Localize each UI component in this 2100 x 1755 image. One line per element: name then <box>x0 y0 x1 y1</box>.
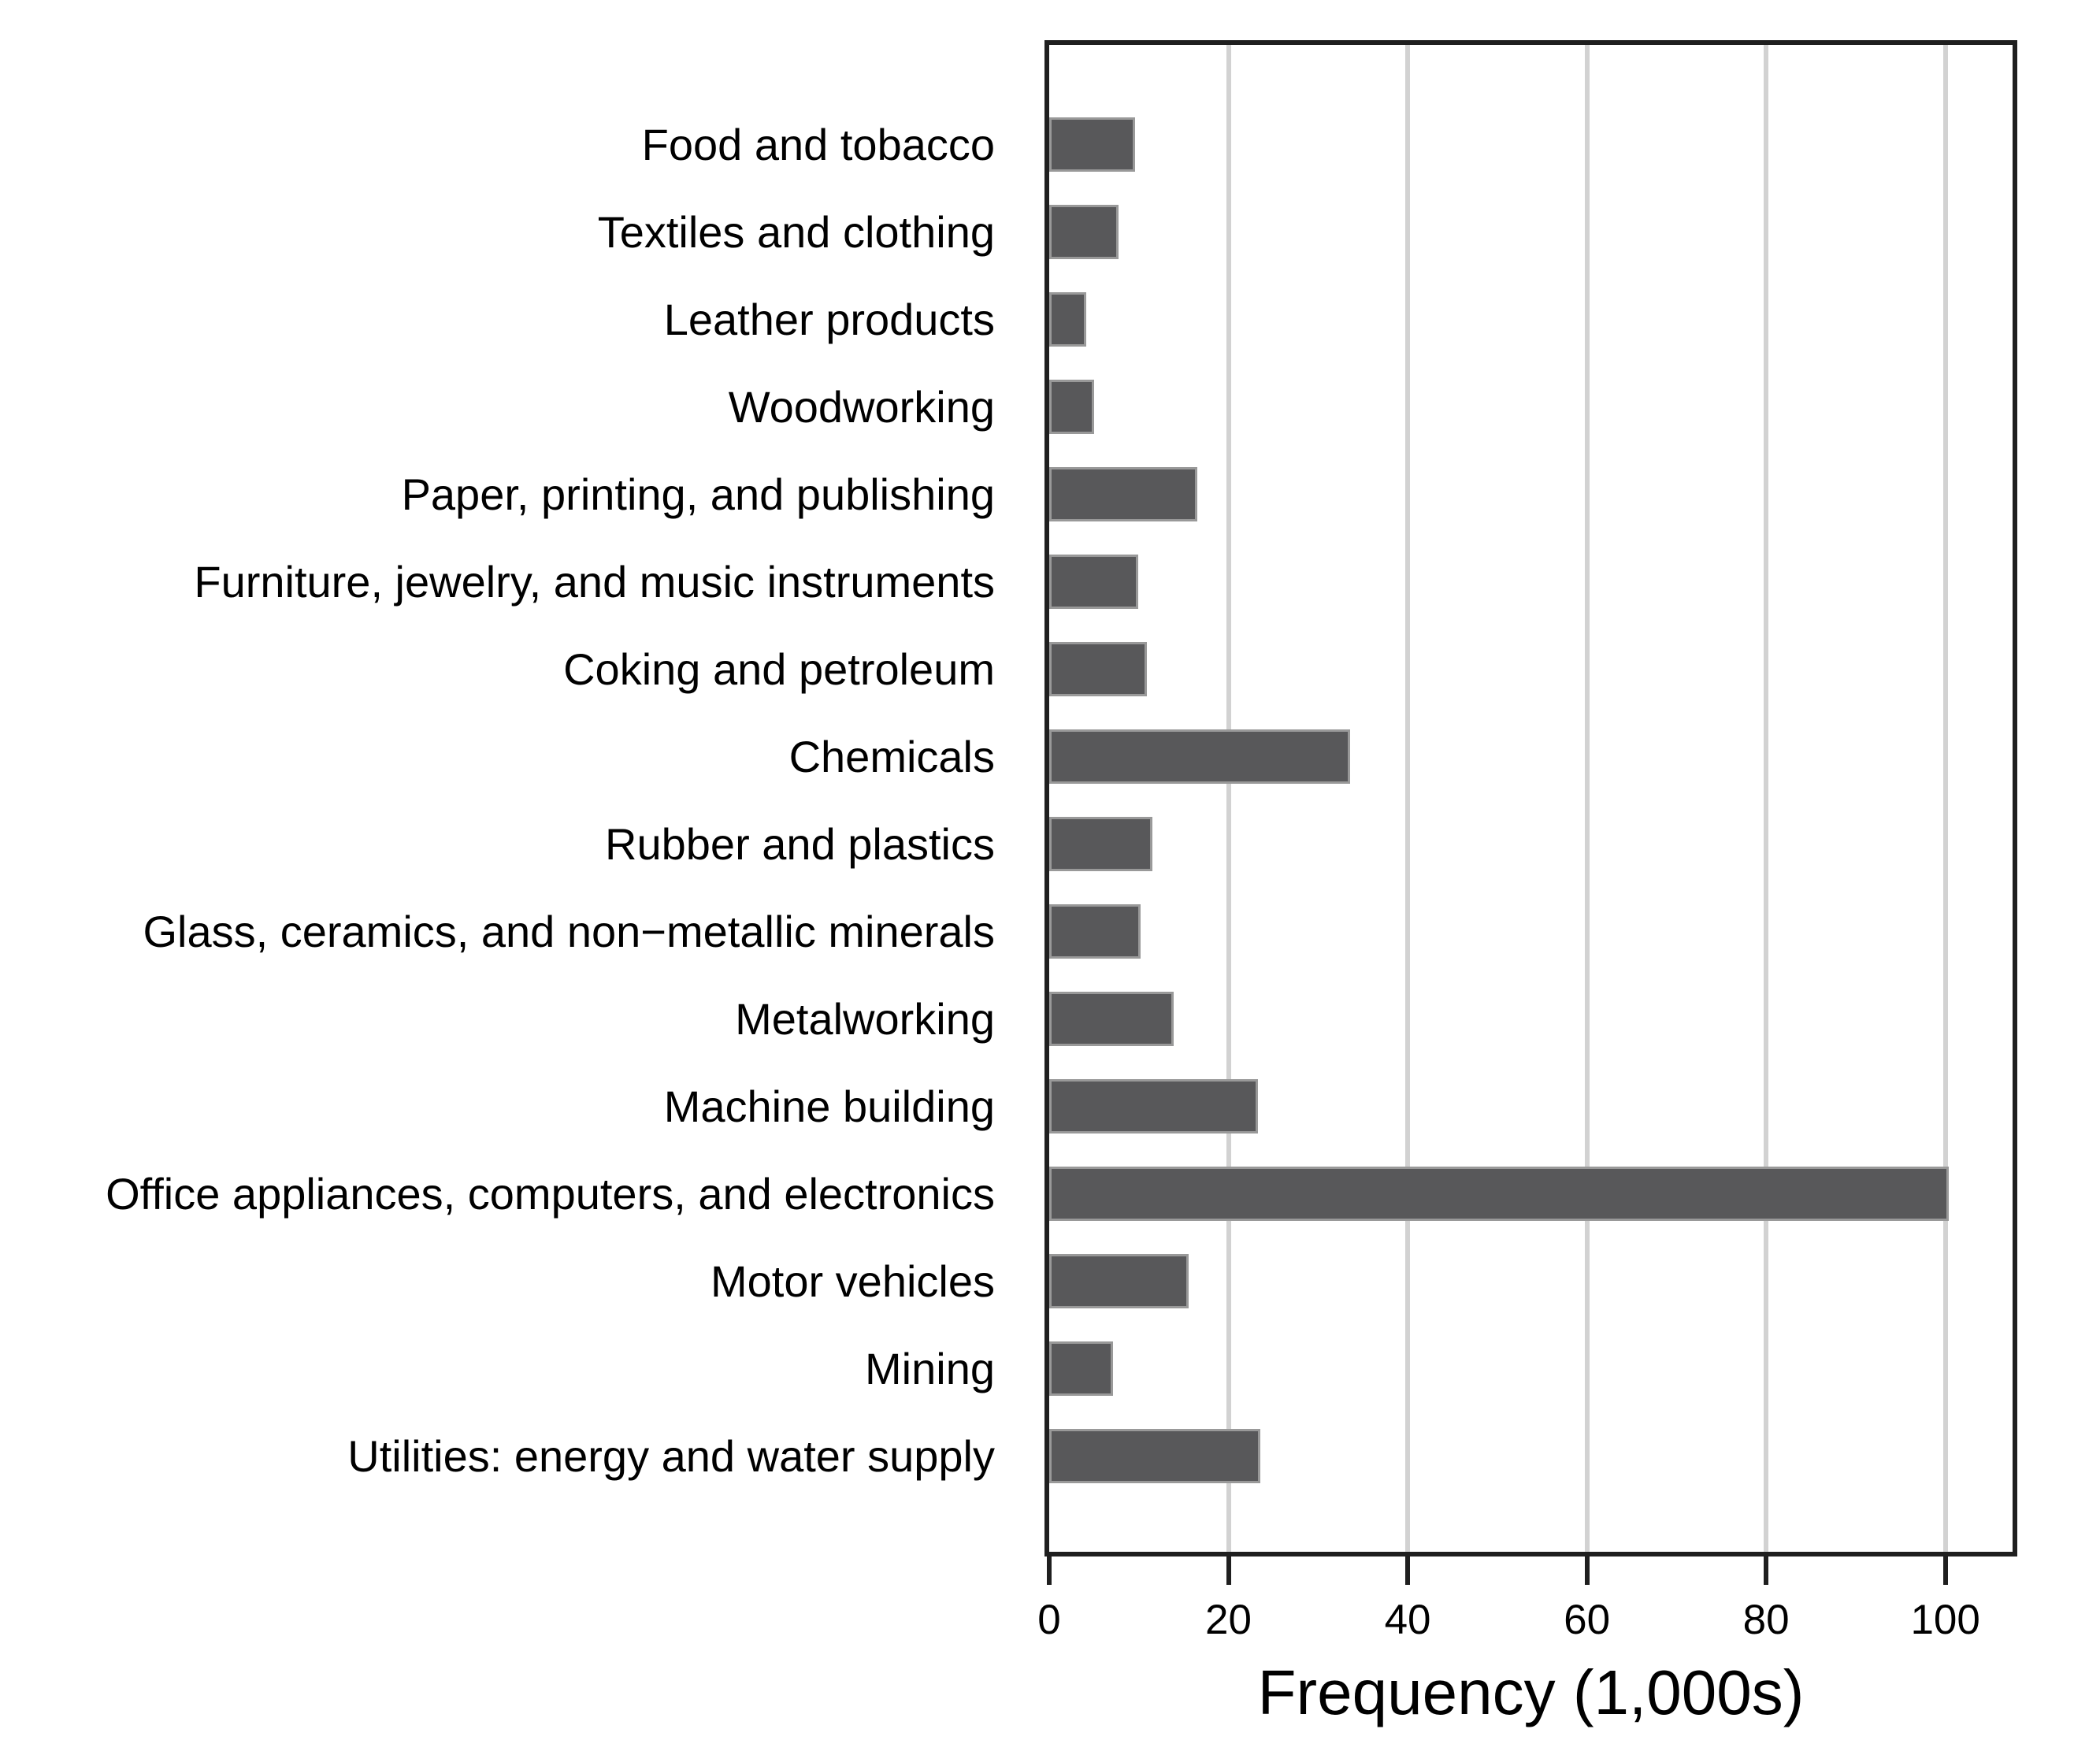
category-label: Coking and petroleum <box>563 644 995 694</box>
bar <box>1049 992 1174 1046</box>
bar <box>1049 904 1141 959</box>
gridline-x-60 <box>1584 45 1590 1552</box>
plot-area <box>1044 40 2017 1556</box>
gridline-x-40 <box>1405 45 1411 1552</box>
bar <box>1049 117 1136 172</box>
x-tick-label: 100 <box>1910 1597 1980 1643</box>
x-axis-title: Frequency (1,000s) <box>1257 1657 1805 1727</box>
x-tick-60 <box>1584 1556 1590 1585</box>
bar <box>1049 380 1094 434</box>
category-label: Utilities: energy and water supply <box>347 1430 995 1481</box>
x-tick-label: 0 <box>1037 1597 1061 1643</box>
category-label: Furniture, jewelry, and music instrument… <box>194 556 995 607</box>
x-tick-80 <box>1764 1556 1769 1585</box>
gridline-x-100 <box>1942 45 1948 1552</box>
bar <box>1049 1429 1261 1483</box>
bar <box>1049 817 1152 871</box>
bar <box>1049 642 1147 696</box>
bar <box>1049 292 1086 347</box>
bar <box>1049 1341 1113 1396</box>
bar <box>1049 1079 1259 1134</box>
x-tick-label: 40 <box>1384 1597 1431 1643</box>
category-label: Mining <box>865 1343 995 1393</box>
category-label: Metalworking <box>735 993 995 1044</box>
category-label: Motor vehicles <box>710 1256 995 1306</box>
x-tick-0 <box>1047 1556 1052 1585</box>
category-label: Leather products <box>663 294 995 344</box>
x-tick-20 <box>1226 1556 1231 1585</box>
bar <box>1049 555 1138 609</box>
x-tick-40 <box>1405 1556 1411 1585</box>
x-tick-label: 20 <box>1205 1597 1252 1643</box>
gridline-x-20 <box>1226 45 1231 1552</box>
bar <box>1049 1167 1950 1221</box>
category-label: Rubber and plastics <box>605 818 995 869</box>
x-tick-label: 80 <box>1742 1597 1790 1643</box>
gridline-x-80 <box>1764 45 1769 1552</box>
category-label: Machine building <box>663 1081 995 1131</box>
category-label: Glass, ceramics, and non−metallic minera… <box>143 906 995 956</box>
bar <box>1049 1254 1189 1308</box>
bar <box>1049 205 1119 259</box>
category-label: Woodworking <box>728 381 995 432</box>
x-tick-100 <box>1942 1556 1948 1585</box>
category-label: Office appliances, computers, and electr… <box>106 1168 995 1219</box>
x-tick-label: 60 <box>1564 1597 1611 1643</box>
category-label: Food and tobacco <box>641 119 995 169</box>
bar <box>1049 467 1197 521</box>
category-label: Textiles and clothing <box>597 206 995 257</box>
bar <box>1049 729 1351 784</box>
category-label: Chemicals <box>788 731 995 781</box>
category-label: Paper, printing, and publishing <box>401 469 995 519</box>
